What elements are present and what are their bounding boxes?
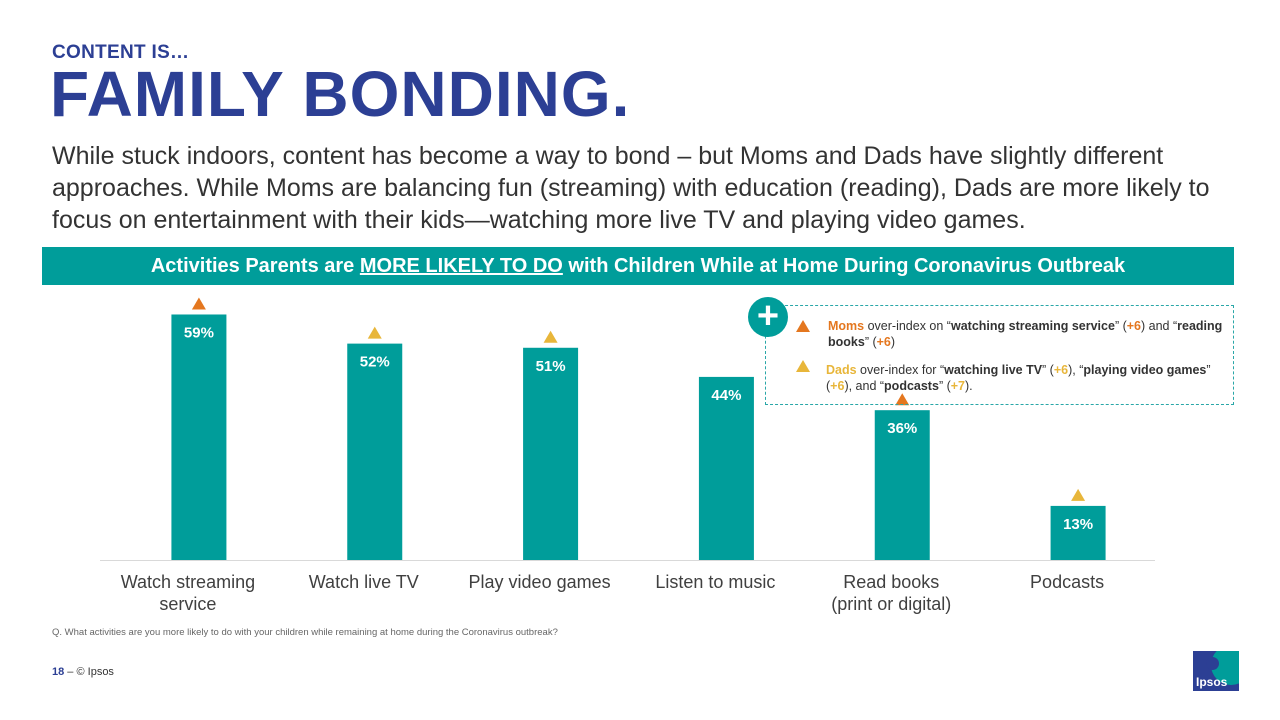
legend-text: ” ( bbox=[938, 379, 951, 393]
legend-box: Moms over-index on “watching streaming s… bbox=[765, 305, 1234, 405]
legend-text: ” ( bbox=[1114, 319, 1127, 333]
page-footer: 18 – © Ipsos bbox=[52, 666, 114, 678]
bar bbox=[523, 347, 579, 560]
data-label: 52% bbox=[360, 354, 390, 371]
moms-triangle-icon bbox=[796, 320, 810, 332]
x-tick-label: Podcasts bbox=[1030, 572, 1104, 592]
x-tick-label: Watch live TV bbox=[309, 572, 419, 592]
data-label: 13% bbox=[1063, 516, 1093, 533]
copyright: © Ipsos bbox=[76, 666, 114, 678]
banner-text-before: Activities Parents are bbox=[150, 255, 360, 277]
x-tick-label: Watch streaming bbox=[121, 572, 255, 592]
dads-over-index-triangle-icon bbox=[543, 330, 558, 343]
legend-key: podcasts bbox=[884, 379, 939, 393]
footer-dash: – bbox=[64, 666, 77, 678]
page-title: FAMILY BONDING. bbox=[50, 58, 631, 130]
legend-text: ). bbox=[965, 379, 973, 393]
legend-text: over-index for “ bbox=[856, 363, 945, 377]
bar bbox=[698, 376, 754, 560]
legend-value: +6 bbox=[876, 335, 891, 349]
legend-value: +6 bbox=[1053, 363, 1069, 377]
logo-dot bbox=[1206, 657, 1219, 670]
intro-paragraph: While stuck indoors, content has become … bbox=[52, 142, 1210, 234]
legend-value: +6 bbox=[830, 379, 845, 393]
legend-value: +6 bbox=[1126, 319, 1142, 333]
dads-triangle-icon bbox=[796, 360, 810, 372]
legend-text: ), “ bbox=[1068, 363, 1084, 377]
bar bbox=[1050, 505, 1106, 560]
data-label: 51% bbox=[536, 358, 566, 375]
x-tick-label: Play video games bbox=[469, 572, 611, 592]
legend-key: watching streaming service bbox=[950, 319, 1115, 333]
legend-text: over-index on “ bbox=[864, 319, 951, 333]
bar bbox=[874, 410, 930, 560]
dads-over-index-triangle-icon bbox=[1071, 488, 1086, 501]
dads-label: Dads bbox=[826, 363, 857, 377]
page-number: 18 bbox=[52, 666, 65, 678]
dads-over-index-triangle-icon bbox=[367, 326, 382, 339]
x-tick-label: (print or digital) bbox=[831, 594, 951, 614]
legend-value: +7 bbox=[950, 379, 966, 393]
legend-text: ” ( bbox=[864, 335, 877, 349]
ipsos-logo: Ipsos bbox=[1193, 651, 1239, 691]
banner-emphasis: MORE LIKELY TO DO bbox=[359, 255, 563, 277]
survey-question-footnote: Q. What activities are you more likely t… bbox=[52, 627, 558, 638]
chart-title-banner: Activities Parents are MORE LIKELY TO DO… bbox=[42, 247, 1234, 285]
section-kicker: CONTENT IS… bbox=[52, 42, 190, 63]
data-label: 59% bbox=[184, 324, 214, 341]
x-tick-label: service bbox=[159, 594, 216, 614]
legend-text: ), and “ bbox=[844, 379, 885, 393]
legend-text: ) bbox=[890, 335, 896, 349]
moms-over-index-triangle-icon bbox=[191, 297, 206, 310]
legend-key: watching live TV bbox=[944, 363, 1043, 377]
legend-text: ” ( bbox=[1042, 363, 1054, 377]
legend-text: ) and “ bbox=[1141, 319, 1178, 333]
plus-icon: + bbox=[748, 297, 788, 337]
legend-moms: Moms over-index on “watching streaming s… bbox=[828, 318, 1223, 350]
data-label: 44% bbox=[711, 387, 741, 404]
bar bbox=[171, 314, 227, 560]
x-tick-label: Listen to music bbox=[655, 572, 775, 592]
logo-text: Ipsos bbox=[1196, 675, 1228, 689]
x-tick-label: Read books bbox=[843, 572, 939, 592]
data-label: 36% bbox=[887, 420, 917, 437]
legend-text: ” ( bbox=[826, 363, 1211, 393]
legend-dads: Dads over-index for “watching live TV” (… bbox=[826, 362, 1221, 394]
bar bbox=[347, 343, 403, 560]
banner-text-after: with Children While at Home During Coron… bbox=[562, 255, 1126, 277]
legend-key: playing video games bbox=[1083, 363, 1207, 377]
moms-over-index-triangle-icon bbox=[895, 393, 910, 406]
moms-label: Moms bbox=[828, 319, 865, 333]
legend-key: reading books bbox=[828, 319, 1223, 349]
